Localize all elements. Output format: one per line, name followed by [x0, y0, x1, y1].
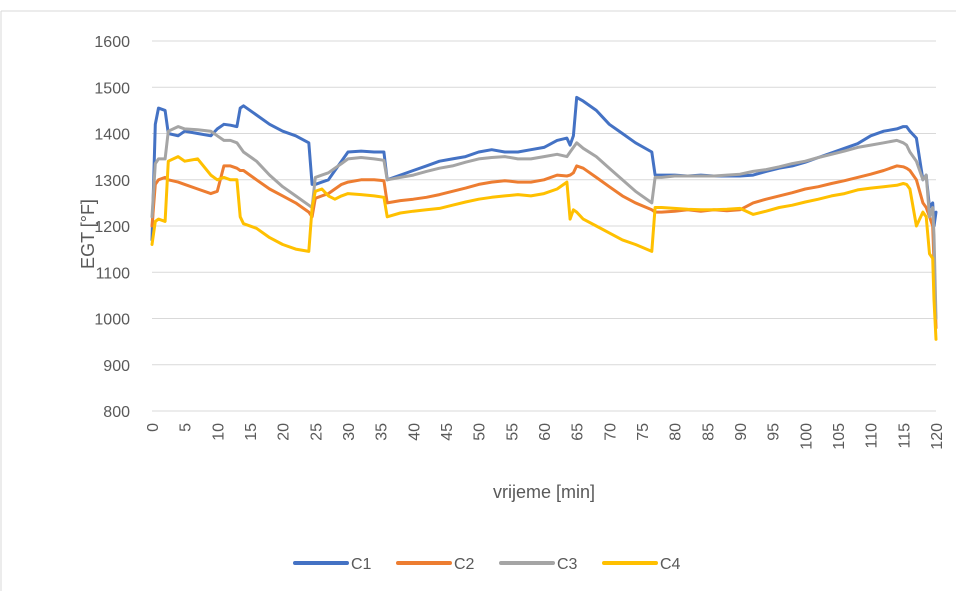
- series-line-c1: [150, 95, 938, 242]
- x-tick-label: 85: [700, 423, 717, 441]
- y-tick-label: 1000: [94, 312, 130, 329]
- grid-lines: [152, 40, 936, 412]
- x-tick-label: 45: [439, 423, 456, 441]
- x-axis-title: vrijeme [min]: [493, 482, 595, 502]
- legend-label-c4: C4: [660, 556, 681, 573]
- x-tick-label: 5: [178, 423, 195, 432]
- x-tick-label: 70: [602, 423, 619, 441]
- legend-label-c2: C2: [454, 556, 475, 573]
- series-line-c2: [150, 164, 938, 330]
- y-tick-label: 1300: [94, 173, 130, 190]
- y-axis-tick-labels: 800 900 1000 1100 1200 1300 1400 1500 1600: [94, 34, 130, 421]
- x-tick-label: 110: [864, 423, 881, 449]
- y-tick-label: 1400: [94, 127, 130, 144]
- x-tick-label: 95: [766, 423, 783, 441]
- series-line-c3: [150, 125, 938, 320]
- x-tick-label: 50: [472, 423, 489, 441]
- y-tick-label: 1100: [96, 265, 131, 282]
- y-tick-label: 1200: [94, 219, 130, 236]
- y-tick-label: 1600: [94, 34, 130, 51]
- y-tick-label: 900: [103, 358, 130, 375]
- legend-label-c1: C1: [351, 556, 372, 573]
- x-axis-tick-labels: 0 5 10 15 20 25 30 35 40 45 50 55 60 65 70 75 80 85 90 95 10…: [145, 423, 946, 450]
- x-tick-label: 65: [570, 423, 587, 441]
- legend-label-c3: C3: [557, 556, 578, 573]
- x-tick-label: 120: [929, 423, 946, 450]
- chart-frame: [0, 10, 956, 591]
- x-tick-label: 105: [831, 423, 848, 450]
- x-tick-label: 60: [537, 423, 554, 441]
- x-tick-label: 10: [210, 423, 227, 441]
- y-axis-title: EGT [°F]: [78, 199, 98, 269]
- x-tick-label: 15: [243, 423, 260, 441]
- x-tick-label: 75: [635, 423, 652, 441]
- x-tick-label: 35: [374, 423, 391, 441]
- x-tick-label: 40: [406, 423, 423, 441]
- x-tick-label: 30: [341, 423, 358, 441]
- x-tick-label: 20: [276, 423, 293, 441]
- x-tick-label: 0: [145, 423, 162, 432]
- legend: C1 C2 C3 C4: [293, 556, 681, 573]
- x-tick-label: 90: [733, 423, 750, 441]
- y-tick-label: 1500: [94, 80, 130, 97]
- x-tick-label: 115: [896, 423, 913, 449]
- x-tick-label: 55: [504, 423, 521, 441]
- series-line-c4: [150, 155, 938, 341]
- x-tick-label: 80: [668, 423, 685, 441]
- x-tick-label: 25: [308, 423, 325, 441]
- series-lines: [150, 95, 938, 341]
- x-tick-label: 100: [798, 423, 815, 450]
- y-tick-label: 800: [103, 404, 130, 421]
